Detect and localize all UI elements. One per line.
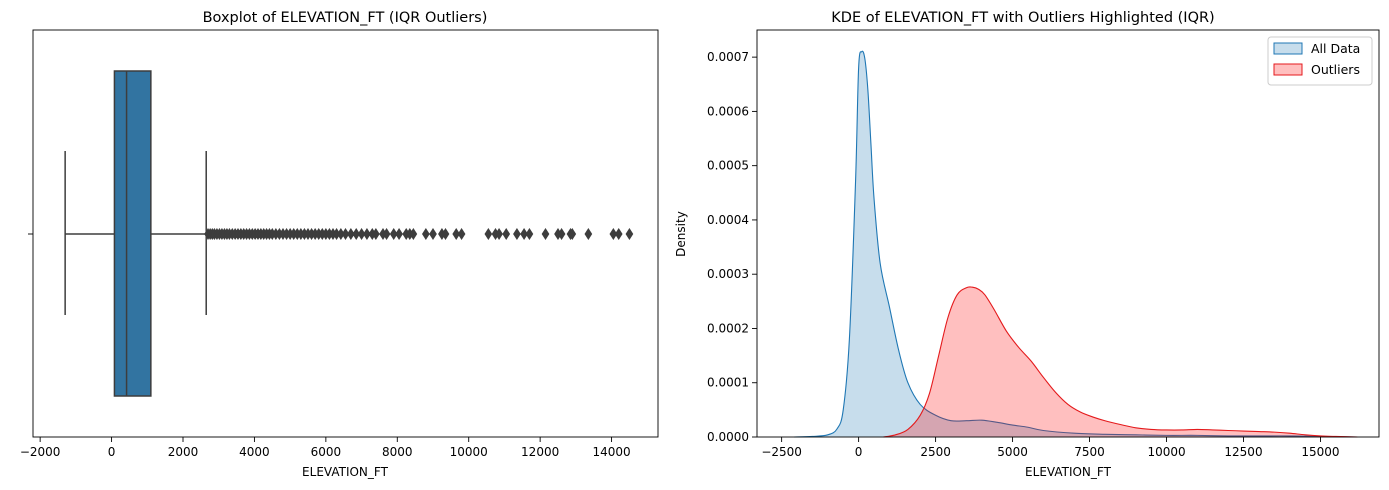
- boxplot-frame: [32, 29, 659, 438]
- kde-y-tick-label: 0.0005: [707, 159, 749, 173]
- boxplot-marks: [64, 70, 634, 397]
- kde-x-tick-label: 12500: [1224, 445, 1262, 459]
- kde-panel: KDE of ELEVATION_FT with Outliers Highli…: [674, 10, 1380, 479]
- legend-box: [1267, 36, 1373, 86]
- boxplot-x-ticks: −2000 0 2000 4000 6000 8000 10000 12000 14000: [20, 437, 631, 459]
- kde-y-tick-label: 0.0003: [707, 267, 749, 281]
- boxplot-outlier-point: [341, 227, 350, 241]
- boxplot-outlier-point: [357, 227, 366, 241]
- kde-line-all-data: [793, 50, 1358, 438]
- kde-x-ticks: −2500 0 2500 5000 7500 10000 12500 15000: [761, 437, 1340, 459]
- kde-fill-all-data: [793, 51, 1358, 437]
- boxplot-outlier-point: [495, 227, 503, 241]
- kde-y-tick-label: 0.0006: [707, 104, 749, 118]
- boxplot-outlier-point: [557, 227, 566, 241]
- boxplot-outlier-point: [525, 227, 534, 241]
- kde-y-tick-label: 0.0001: [707, 376, 749, 390]
- boxplot-x-tick-label: 14000: [592, 445, 630, 459]
- boxplot-outlier-point: [484, 227, 493, 241]
- kde-x-axis-label: ELEVATION_FT: [1025, 465, 1112, 479]
- kde-fill-outliers: [883, 286, 1358, 437]
- boxplot-outlier-point: [441, 227, 450, 241]
- boxplot-outlier-point: [409, 227, 418, 241]
- boxplot-outlier-point: [584, 227, 593, 241]
- kde-x-tick-label: 15000: [1301, 445, 1339, 459]
- kde-x-tick-label: 5000: [997, 445, 1028, 459]
- boxplot-outlier-point: [568, 227, 577, 241]
- boxplot-x-axis-label: ELEVATION_FT: [302, 465, 389, 479]
- kde-x-tick-label: −2500: [761, 445, 802, 459]
- kde-x-tick-label: 7500: [1074, 445, 1105, 459]
- kde-areas: [793, 50, 1358, 438]
- boxplot-x-tick-label: 10000: [450, 445, 488, 459]
- boxplot-outlier-point: [347, 227, 355, 241]
- boxplot-outlier-point: [457, 227, 466, 241]
- boxplot-x-tick-label: 4000: [239, 445, 270, 459]
- boxplot-x-tick-label: 12000: [521, 445, 559, 459]
- boxplot-outlier-point: [422, 227, 430, 241]
- legend-label-all-data: All Data: [1311, 41, 1360, 56]
- kde-y-tick-label: 0.0002: [707, 321, 749, 335]
- legend-swatch-all-data: [1273, 42, 1303, 55]
- boxplot-outlier-point: [382, 227, 391, 241]
- boxplot-outlier-point: [609, 227, 618, 241]
- boxplot-outlier-point: [502, 227, 511, 241]
- boxplot-title: Boxplot of ELEVATION_FT (IQR Outliers): [203, 10, 488, 26]
- legend-label-outliers: Outliers: [1311, 62, 1360, 77]
- boxplot-outlier-point: [363, 227, 371, 241]
- boxplot-x-tick-label: −2000: [20, 445, 61, 459]
- kde-y-tick-label: 0.0000: [707, 430, 749, 444]
- kde-line-outliers: [883, 286, 1358, 438]
- kde-legend: All Data Outliers: [1267, 36, 1373, 86]
- boxplot-x-tick-label: 0: [108, 445, 116, 459]
- boxplot-outlier-point: [389, 227, 398, 241]
- kde-frame: [756, 29, 1380, 438]
- boxplot-x-tick-label: 6000: [311, 445, 342, 459]
- legend-swatch-outliers: [1273, 63, 1303, 76]
- boxplot-outlier-point: [452, 227, 461, 241]
- kde-y-tick-label: 0.0004: [707, 213, 749, 227]
- kde-x-tick-label: 0: [855, 445, 863, 459]
- kde-y-axis-label: Density: [674, 211, 688, 257]
- boxplot-outlier-point: [372, 227, 380, 241]
- boxplot-box: [113, 70, 152, 397]
- kde-x-tick-label: 2500: [920, 445, 951, 459]
- boxplot-outlier-point: [625, 227, 634, 241]
- boxplot-outlier-point: [520, 227, 528, 241]
- boxplot-outlier-point: [541, 227, 550, 241]
- boxplot-outlier-point: [429, 227, 437, 241]
- kde-y-ticks: 0.0000 0.0001 0.0002 0.0003 0.0004 0.0005 0.00…: [707, 50, 757, 444]
- boxplot-x-tick-label: 2000: [168, 445, 199, 459]
- boxplot-outlier-point: [614, 227, 623, 241]
- kde-y-tick-label: 0.0007: [707, 50, 749, 64]
- kde-x-tick-label: 10000: [1147, 445, 1185, 459]
- boxplot-x-tick-label: 8000: [382, 445, 413, 459]
- boxplot-outlier-point: [352, 227, 361, 241]
- boxplot-outlier-point: [513, 227, 521, 241]
- boxplot-panel: Boxplot of ELEVATION_FT (IQR Outliers) −…: [20, 10, 659, 479]
- boxplot-outlier-point: [395, 227, 403, 241]
- kde-title: KDE of ELEVATION_FT with Outliers Highli…: [831, 10, 1214, 26]
